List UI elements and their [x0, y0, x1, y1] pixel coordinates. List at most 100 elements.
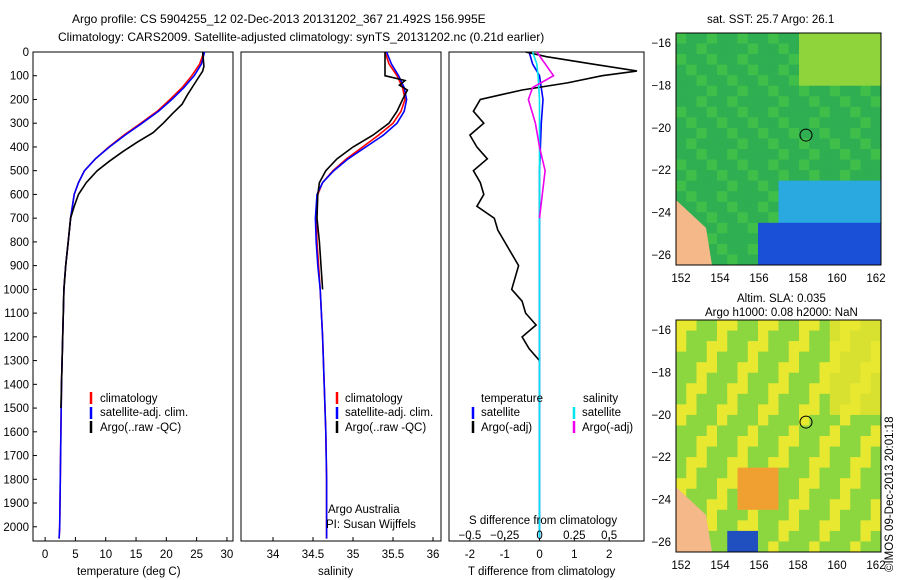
- map-cell: [799, 320, 810, 332]
- map-cell: [737, 425, 749, 437]
- map-cell: [768, 96, 779, 108]
- map-cell: [737, 117, 749, 129]
- map-cell: [727, 393, 738, 405]
- map-cell: [860, 478, 872, 490]
- map-cell: [758, 138, 769, 150]
- map-cell: [686, 393, 697, 405]
- map-cell: [768, 509, 779, 521]
- map-cell: [686, 467, 697, 479]
- map-cell: [706, 243, 718, 255]
- map-cell: [768, 117, 779, 129]
- map-cell: [778, 96, 790, 108]
- map-cell: [717, 233, 728, 245]
- map-cell: [778, 222, 790, 234]
- map-cell: [686, 96, 697, 108]
- x-tick-label: 15: [130, 549, 143, 561]
- map-cell: [758, 106, 769, 118]
- map-cell: [799, 509, 810, 521]
- map-cell: [768, 541, 779, 553]
- map-cell: [799, 530, 810, 542]
- map-cell: [819, 254, 831, 266]
- map-cell: [676, 33, 687, 45]
- map-cell: [819, 159, 831, 171]
- map-cell: [799, 541, 810, 553]
- map-cell: [860, 372, 872, 384]
- map-cell: [799, 212, 810, 224]
- map-cell: [850, 254, 861, 266]
- map-cell: [758, 499, 769, 511]
- map-cell: [768, 478, 779, 490]
- map-cell: [850, 117, 861, 129]
- map-cell: [799, 54, 810, 66]
- map-cell: [778, 64, 790, 76]
- map-cell: [829, 393, 841, 405]
- map-cell: [840, 106, 851, 118]
- map-cell: [840, 33, 851, 45]
- land-patch: [676, 487, 712, 552]
- map-cell: [747, 85, 759, 97]
- legend-satellite-label: satellite-adj. clim.: [100, 407, 188, 419]
- map-cell: [829, 320, 841, 332]
- map-cell: [747, 341, 759, 353]
- map-cell: [717, 425, 728, 437]
- map-cell: [809, 75, 820, 87]
- map-frame: [675, 32, 882, 266]
- map-cell: [706, 233, 718, 245]
- map-cell: [809, 43, 820, 55]
- map-cell: [788, 436, 800, 448]
- map-cell: [778, 138, 790, 150]
- map-cell: [819, 362, 831, 374]
- map-cell: [696, 170, 708, 182]
- t-difference-axis-label: T difference from climatology: [468, 566, 615, 578]
- sst-map-title: sat. SST: 25.7 Argo: 26.1: [707, 14, 834, 26]
- map-cell: [809, 96, 820, 108]
- map-cell: [717, 383, 728, 395]
- map-cell: [860, 414, 872, 426]
- map-cell: [809, 243, 820, 255]
- map-cell: [840, 478, 851, 490]
- map-cell: [829, 106, 841, 118]
- map-cell: [870, 530, 882, 542]
- map-cell: [799, 180, 810, 192]
- map-cell: [727, 478, 738, 490]
- map-cell: [788, 530, 800, 542]
- map-cell: [717, 414, 728, 426]
- map-cell: [737, 341, 749, 353]
- map-cell: [840, 530, 851, 542]
- map-cell: [840, 191, 851, 203]
- x-tick-label: 25: [190, 549, 203, 561]
- map-cell: [860, 212, 872, 224]
- map-cell: [768, 499, 779, 511]
- map-cell: [778, 414, 790, 426]
- map-cell: [758, 64, 769, 76]
- map-cell: [737, 404, 749, 416]
- map-cell: [829, 330, 841, 342]
- map-cell: [829, 414, 841, 426]
- map-cell: [747, 425, 759, 437]
- map-cell: [850, 75, 861, 87]
- map-cell: [686, 54, 697, 66]
- map-lon-label: 162: [866, 273, 885, 285]
- map-cell: [829, 499, 841, 511]
- map-cell: [747, 541, 759, 553]
- map-cell: [676, 54, 687, 66]
- map-cell: [840, 222, 851, 234]
- map-cell: [870, 106, 882, 118]
- map-cell: [727, 457, 738, 469]
- map-cell: [717, 499, 728, 511]
- map-cell: [696, 404, 708, 416]
- map-cell: [706, 191, 718, 203]
- map-cell: [717, 127, 728, 139]
- map-cell: [870, 541, 882, 553]
- map-cell: [788, 393, 800, 405]
- map-cell: [717, 404, 728, 416]
- map-cell: [747, 159, 759, 171]
- map-cell: [747, 222, 759, 234]
- map-cell: [706, 85, 718, 97]
- legend-salinity-heading: salinity: [583, 393, 618, 405]
- map-cell: [850, 499, 861, 511]
- map-cell: [860, 509, 872, 521]
- map-cell: [788, 467, 800, 479]
- map-cell: [788, 254, 800, 266]
- map-cell: [737, 159, 749, 171]
